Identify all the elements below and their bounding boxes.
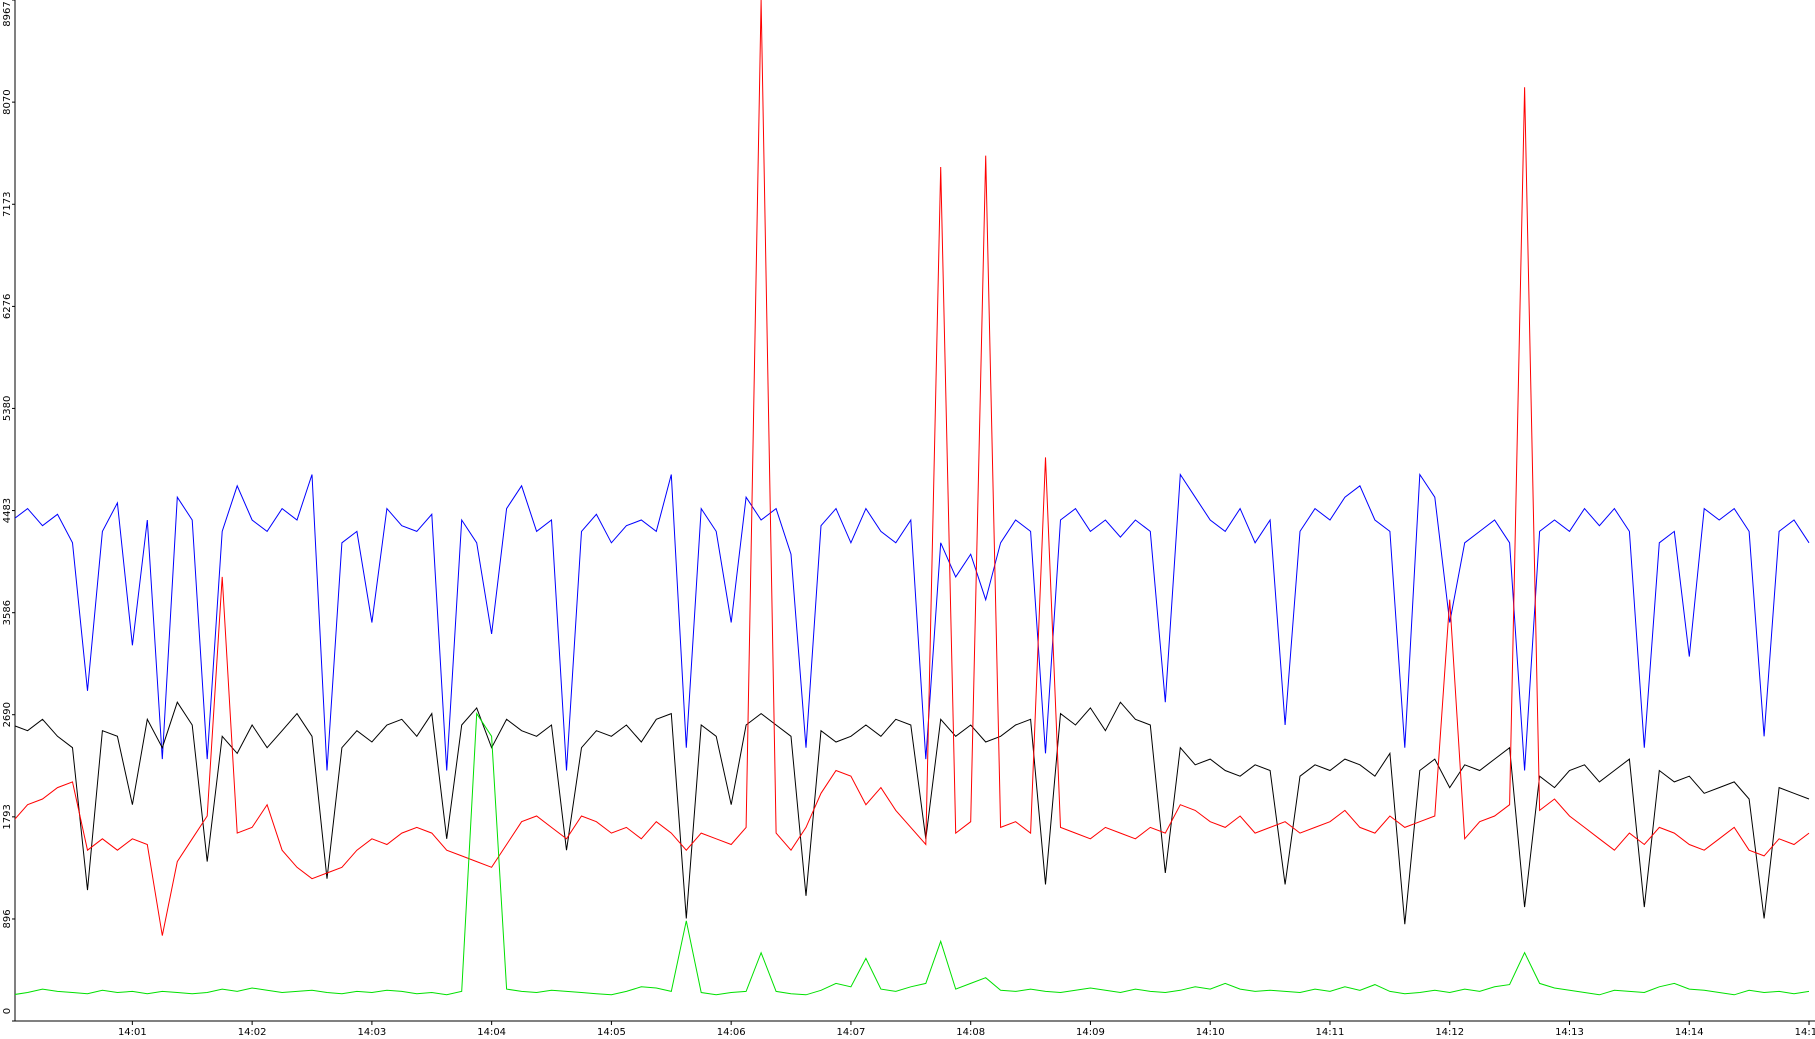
x-tick-label: 14:14 xyxy=(1675,1027,1704,1038)
x-tick-label: 14:11 xyxy=(1316,1027,1345,1038)
y-tick-label: 2690 xyxy=(2,702,13,727)
x-tick-label: 14:02 xyxy=(238,1027,267,1038)
y-tick-label: 8070 xyxy=(2,89,13,114)
y-tick-label: 7173 xyxy=(2,192,13,217)
x-tick-label: 14:04 xyxy=(477,1027,506,1038)
x-tick-label: 14:07 xyxy=(837,1027,866,1038)
y-tick-label: 0 xyxy=(2,1008,13,1014)
series-line xyxy=(15,712,1810,996)
plot-area xyxy=(15,0,1810,996)
y-tick-label: 6276 xyxy=(2,294,13,319)
x-tick-label: 14:09 xyxy=(1076,1027,1105,1038)
series-line xyxy=(15,701,1810,925)
x-tick-label: 14:06 xyxy=(717,1027,746,1038)
x-tick-label: 14:13 xyxy=(1555,1027,1584,1038)
x-tick-label: 14:15 xyxy=(1795,1027,1815,1038)
x-tick-label: 14:08 xyxy=(956,1027,985,1038)
y-tick-label: 896 xyxy=(2,909,13,928)
y-tick-label: 8967 xyxy=(2,1,13,26)
series-line xyxy=(15,472,1810,771)
x-tick-label: 14:12 xyxy=(1435,1027,1464,1038)
x-tick-label: 14:01 xyxy=(118,1027,147,1038)
y-tick-label: 4483 xyxy=(2,498,13,523)
x-tick-label: 14:05 xyxy=(597,1027,626,1038)
x-tick-label: 14:03 xyxy=(357,1027,386,1038)
y-tick-label: 3586 xyxy=(2,600,13,625)
y-tick-label: 5380 xyxy=(2,396,13,421)
x-tick-label: 14:10 xyxy=(1196,1027,1225,1038)
y-tick-label: 1793 xyxy=(2,804,13,829)
series-line xyxy=(15,0,1810,936)
